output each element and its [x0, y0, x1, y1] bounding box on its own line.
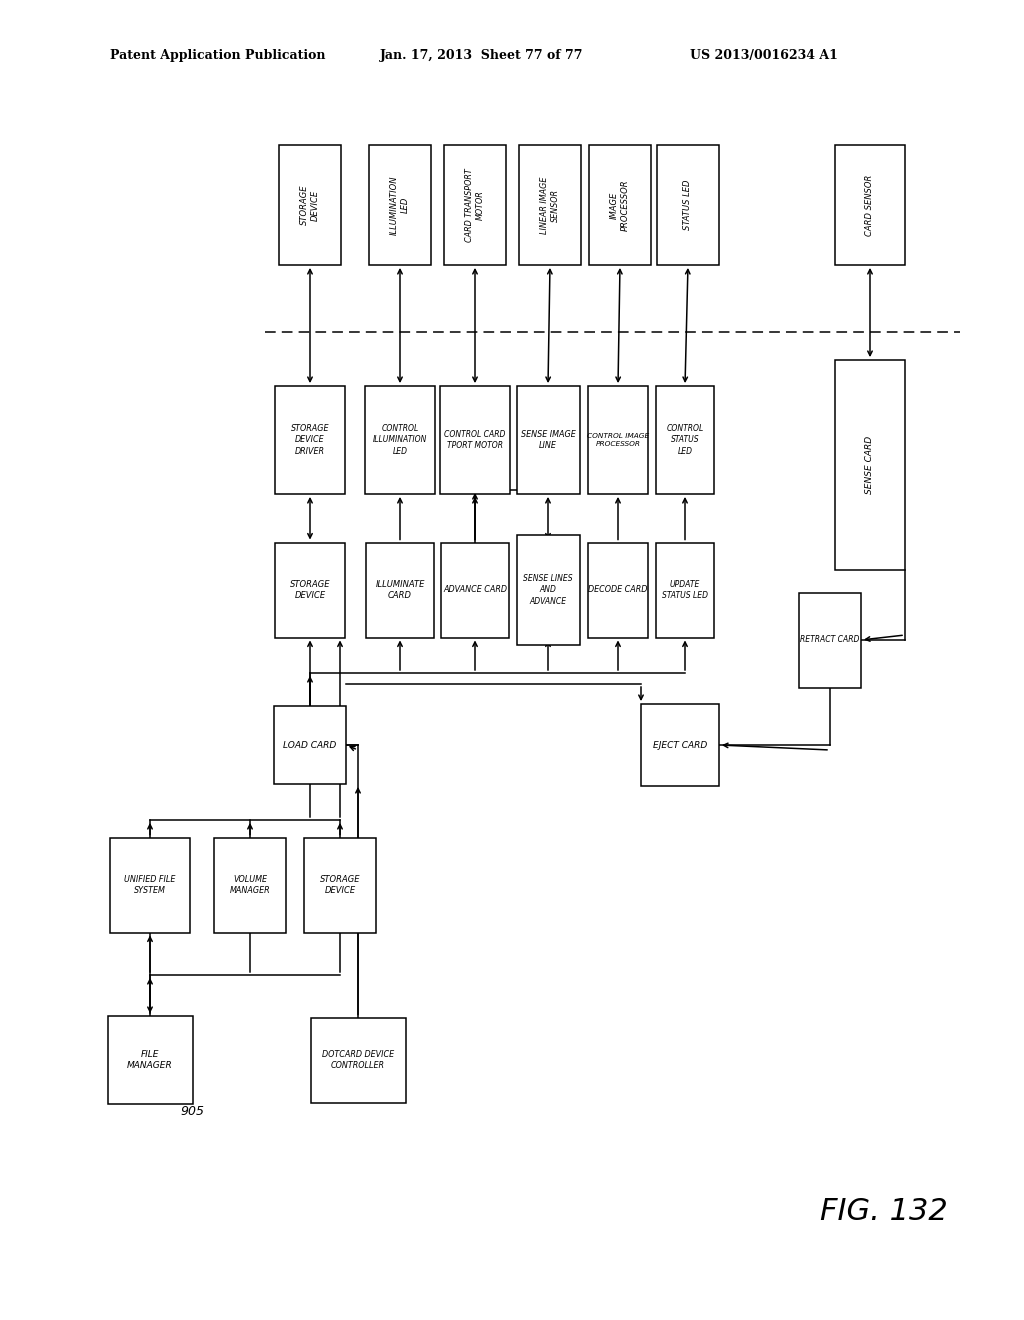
Text: Jan. 17, 2013  Sheet 77 of 77: Jan. 17, 2013 Sheet 77 of 77: [380, 49, 584, 62]
Text: 905: 905: [180, 1105, 204, 1118]
Text: SENSE IMAGE
LINE: SENSE IMAGE LINE: [520, 430, 575, 450]
Text: FILE
MANAGER: FILE MANAGER: [127, 1049, 173, 1071]
Text: IMAGE
PROCESSOR: IMAGE PROCESSOR: [610, 180, 630, 231]
Text: LINEAR IMAGE
SENSOR: LINEAR IMAGE SENSOR: [540, 177, 560, 234]
Bar: [588, 385, 648, 494]
Bar: [656, 543, 714, 638]
Text: DOTCARD DEVICE
CONTROLLER: DOTCARD DEVICE CONTROLLER: [322, 1049, 394, 1071]
Text: UNIFIED FILE
SYSTEM: UNIFIED FILE SYSTEM: [124, 875, 176, 895]
Bar: [441, 543, 509, 638]
Bar: [275, 385, 345, 494]
Bar: [274, 706, 346, 784]
Bar: [588, 543, 648, 638]
Bar: [656, 385, 714, 494]
Text: CONTROL IMAGE
PROCESSOR: CONTROL IMAGE PROCESSOR: [587, 433, 649, 446]
Text: ILLUMINATE
CARD: ILLUMINATE CARD: [376, 579, 425, 601]
Bar: [440, 385, 510, 494]
Bar: [279, 145, 341, 265]
Bar: [799, 593, 861, 688]
Bar: [519, 145, 581, 265]
Bar: [835, 145, 905, 265]
Text: SENSE LINES
AND
ADVANCE: SENSE LINES AND ADVANCE: [523, 574, 572, 606]
Bar: [275, 543, 345, 638]
Text: LOAD CARD: LOAD CARD: [284, 741, 337, 750]
Text: VOLUME
MANAGER: VOLUME MANAGER: [229, 875, 270, 895]
Text: DECODE CARD: DECODE CARD: [589, 586, 648, 594]
Bar: [365, 385, 435, 494]
Text: STATUS LED: STATUS LED: [683, 180, 692, 230]
Text: CARD SENSOR: CARD SENSOR: [865, 174, 874, 236]
Text: FIG. 132: FIG. 132: [820, 1197, 948, 1226]
Text: STORAGE
DEVICE: STORAGE DEVICE: [290, 579, 331, 601]
Bar: [304, 837, 376, 932]
Text: EJECT CARD: EJECT CARD: [653, 741, 708, 750]
Bar: [835, 360, 905, 570]
Bar: [444, 145, 506, 265]
Text: ILLUMINATION
LED: ILLUMINATION LED: [390, 176, 410, 235]
Text: RETRACT CARD: RETRACT CARD: [801, 635, 860, 644]
Bar: [516, 385, 580, 494]
Bar: [589, 145, 651, 265]
Bar: [310, 1018, 406, 1102]
Text: CONTROL
STATUS
LED: CONTROL STATUS LED: [667, 425, 703, 455]
Text: STORAGE
DEVICE: STORAGE DEVICE: [300, 185, 321, 226]
Text: ADVANCE CARD: ADVANCE CARD: [443, 586, 507, 594]
Bar: [366, 543, 434, 638]
Bar: [369, 145, 431, 265]
Text: SENSE CARD: SENSE CARD: [865, 436, 874, 494]
Bar: [108, 1016, 193, 1104]
Bar: [110, 837, 190, 932]
Text: CONTROL
ILLUMINATION
LED: CONTROL ILLUMINATION LED: [373, 425, 427, 455]
Text: STORAGE
DEVICE
DRIVER: STORAGE DEVICE DRIVER: [291, 425, 330, 455]
Text: STORAGE
DEVICE: STORAGE DEVICE: [319, 875, 360, 895]
Text: Patent Application Publication: Patent Application Publication: [110, 49, 326, 62]
Text: CARD TRANSPORT
MOTOR: CARD TRANSPORT MOTOR: [465, 168, 485, 242]
Text: CONTROL CARD
TPORT MOTOR: CONTROL CARD TPORT MOTOR: [444, 430, 506, 450]
Bar: [516, 535, 580, 645]
Bar: [641, 704, 719, 785]
Bar: [214, 837, 286, 932]
Text: UPDATE
STATUS LED: UPDATE STATUS LED: [662, 579, 708, 601]
Text: US 2013/0016234 A1: US 2013/0016234 A1: [690, 49, 838, 62]
Bar: [657, 145, 719, 265]
